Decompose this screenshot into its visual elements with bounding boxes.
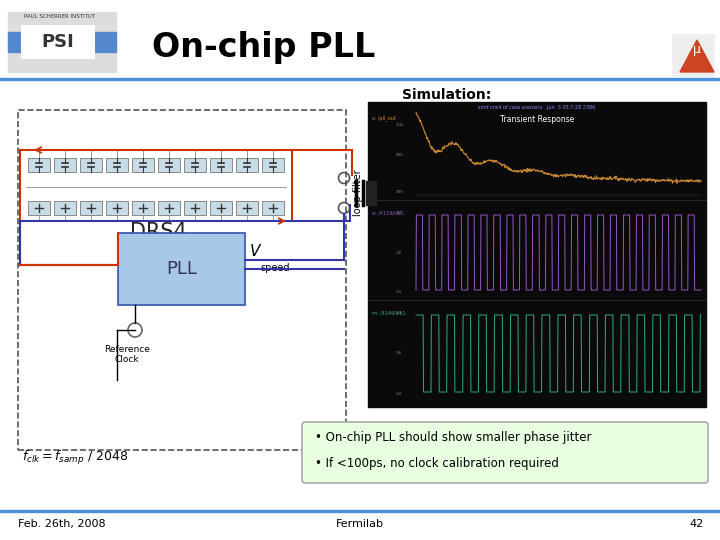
Bar bbox=[106, 201, 128, 215]
Text: 3.3: 3.3 bbox=[396, 211, 402, 215]
Text: Simulation:: Simulation: bbox=[402, 88, 491, 102]
Text: 700: 700 bbox=[396, 190, 404, 194]
Text: v: /pll_out: v: /pll_out bbox=[372, 115, 396, 121]
Bar bbox=[80, 201, 102, 215]
Bar bbox=[672, 34, 714, 76]
Bar bbox=[54, 201, 76, 215]
Text: m: /4149/clk1: m: /4149/clk1 bbox=[372, 310, 405, 315]
Bar bbox=[158, 201, 180, 215]
Bar bbox=[184, 201, 206, 215]
Text: • On-chip PLL should show smaller phase jitter: • On-chip PLL should show smaller phase … bbox=[315, 431, 592, 444]
Text: speed: speed bbox=[260, 263, 289, 273]
Bar bbox=[54, 158, 76, 172]
Bar bbox=[236, 201, 258, 215]
Text: On-chip PLL: On-chip PLL bbox=[152, 31, 375, 64]
FancyBboxPatch shape bbox=[302, 422, 708, 483]
Text: PAUL SCHERRER INSTITUT: PAUL SCHERRER INSTITUT bbox=[24, 14, 96, 18]
Text: 900: 900 bbox=[396, 153, 404, 157]
Bar bbox=[0, 510, 720, 512]
Text: Feb. 26th, 2008: Feb. 26th, 2008 bbox=[18, 519, 106, 529]
Bar bbox=[236, 158, 258, 172]
Text: V: V bbox=[250, 244, 261, 259]
Text: 3.3: 3.3 bbox=[396, 311, 402, 315]
Text: simf cns4 of case scenario  .Jun  3 05:7:28 2386: simf cns4 of case scenario .Jun 3 05:7:2… bbox=[478, 105, 595, 111]
Bar bbox=[368, 102, 706, 407]
Text: • If <100ps, no clock calibration required: • If <100ps, no clock calibration requir… bbox=[315, 456, 559, 469]
Text: a: /4119/clk1: a: /4119/clk1 bbox=[372, 211, 404, 215]
Text: Transient Response: Transient Response bbox=[500, 114, 574, 124]
Bar bbox=[184, 158, 206, 172]
Text: μ: μ bbox=[693, 44, 701, 57]
Text: 1.6: 1.6 bbox=[396, 352, 402, 355]
Text: PLL: PLL bbox=[166, 260, 197, 278]
Bar bbox=[0, 78, 720, 80]
Bar bbox=[210, 158, 232, 172]
Bar bbox=[132, 201, 154, 215]
Bar bbox=[118, 233, 245, 305]
Bar bbox=[158, 158, 180, 172]
Polygon shape bbox=[680, 40, 714, 72]
Bar bbox=[28, 201, 50, 215]
Bar bbox=[132, 158, 154, 172]
Text: 1.6: 1.6 bbox=[396, 251, 402, 254]
Text: Reference
Clock: Reference Clock bbox=[104, 345, 150, 364]
Text: Fermilab: Fermilab bbox=[336, 519, 384, 529]
Bar bbox=[8, 32, 116, 52]
Text: 1.0: 1.0 bbox=[396, 392, 402, 396]
Bar bbox=[22, 26, 94, 58]
Bar bbox=[28, 158, 50, 172]
Bar bbox=[210, 201, 232, 215]
Bar bbox=[80, 158, 102, 172]
Bar bbox=[262, 201, 284, 215]
Bar bbox=[106, 158, 128, 172]
Text: 1.1k: 1.1k bbox=[396, 123, 405, 127]
Text: DRS4: DRS4 bbox=[130, 222, 187, 242]
Bar bbox=[8, 12, 116, 72]
Bar bbox=[262, 158, 284, 172]
Bar bbox=[18, 110, 346, 450]
Text: 42: 42 bbox=[690, 519, 704, 529]
Text: loop filter: loop filter bbox=[353, 170, 363, 217]
Text: 1.0: 1.0 bbox=[396, 290, 402, 294]
Text: PSI: PSI bbox=[42, 33, 74, 51]
Text: $f_{clk} = f_{samp}$ / 2048: $f_{clk} = f_{samp}$ / 2048 bbox=[22, 449, 128, 467]
Bar bbox=[366, 181, 376, 205]
